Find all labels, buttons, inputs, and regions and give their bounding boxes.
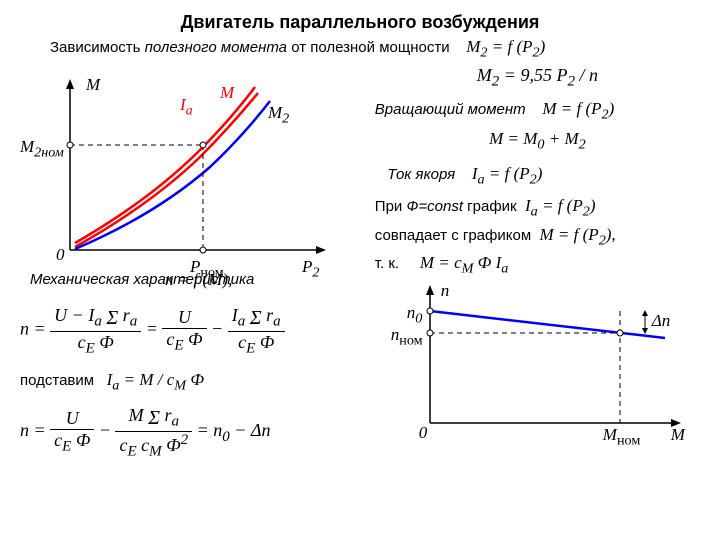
- chart1-label-Ia: Ia: [180, 95, 193, 119]
- chart2-deltan: Δn: [652, 311, 670, 331]
- chart1-origin: 0: [56, 245, 65, 265]
- formula-f1: M2 = f (P2): [466, 37, 545, 56]
- row-phi-const: При Ф=const график Ia = f (P2): [375, 196, 700, 220]
- chart1-M2nom: M2ном: [20, 137, 64, 161]
- row-torque: Вращающий момент M = f (P2): [375, 99, 700, 123]
- formula-f4: M = M0 + M2: [375, 129, 700, 153]
- subtitle: Зависимость полезного момента от полезно…: [50, 37, 700, 61]
- chart2-xaxis: M: [671, 425, 685, 445]
- formula-big2: n = U cE Ф − M Σ ra cE cM Ф2 = n0 − Δn: [20, 404, 375, 460]
- chart-n-M: [385, 283, 685, 443]
- chart1-xaxis: P2: [302, 257, 319, 281]
- chart2-origin: 0: [419, 423, 428, 443]
- chart2-yaxis: n: [441, 281, 450, 301]
- formula-f2: M2 = 9,55 P2 / n: [375, 65, 700, 91]
- row-since: т. к. M = cM Ф Ia: [375, 253, 700, 277]
- row-anchor: Ток якоря Ia = f (P2): [375, 164, 700, 188]
- chart1-yaxis: M: [86, 75, 100, 95]
- substitute-label: подставим Ia = M / cM Ф: [20, 370, 375, 394]
- formula-big1: n = U − Ia Σ ra cE Ф = U cE Ф − Ia Σ ra …: [20, 304, 375, 357]
- subtitle-suffix: от полезной мощности: [287, 39, 450, 56]
- subtitle-prefix: Зависимость: [50, 39, 145, 56]
- chart2-Mnom: Mном: [603, 425, 641, 449]
- chart2-n0: n0: [407, 303, 423, 327]
- chart1-Pnom: Pном: [190, 257, 224, 281]
- subtitle-italic: полезного момента: [145, 39, 287, 56]
- chart1-label-M: M: [220, 83, 234, 103]
- page-title: Двигатель параллельного возбуждения: [20, 12, 700, 33]
- chart1-label-M2: M2: [268, 103, 289, 127]
- chart-torque-power: [20, 65, 330, 275]
- row-coincides: совпадает с графиком M = f (P2),: [375, 225, 700, 249]
- chart2-nnom: nном: [391, 325, 423, 349]
